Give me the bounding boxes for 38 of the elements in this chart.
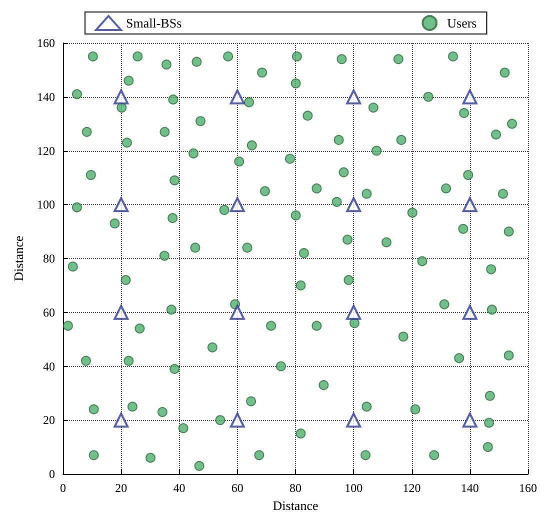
legend-label: Small-BSs	[126, 16, 182, 30]
x-tick-label: 160	[519, 481, 537, 495]
y-tick-label: 120	[37, 144, 55, 158]
point	[462, 412, 478, 428]
y-tick-label: 40	[43, 359, 55, 374]
y-tick-label: 160	[37, 36, 55, 50]
y-axis-title: Distance	[11, 236, 26, 282]
x-tick-label: 20	[115, 481, 128, 495]
point	[230, 304, 245, 320]
x-tick-label: 0	[60, 481, 66, 495]
y-tick-label: 60	[43, 305, 55, 320]
point	[230, 412, 245, 428]
point	[462, 89, 478, 104]
point	[114, 412, 129, 428]
point	[346, 197, 362, 212]
y-tick-label: 140	[37, 90, 55, 104]
legend-label: Users	[447, 16, 477, 30]
point	[462, 304, 478, 320]
point	[230, 89, 245, 104]
x-tick-label: 60	[231, 481, 244, 495]
point	[346, 89, 362, 104]
point	[462, 197, 478, 212]
x-tick-label: 120	[402, 481, 421, 495]
y-tick-label: 100	[37, 198, 55, 212]
point	[346, 304, 362, 320]
x-tick-label: 100	[344, 481, 363, 495]
point	[230, 197, 245, 212]
point	[114, 197, 129, 212]
x-tick-label: 40	[173, 481, 186, 495]
x-tick-label: 80	[290, 481, 302, 495]
x-axis-title: Distance	[272, 498, 318, 513]
y-tick-label: 80	[43, 252, 55, 266]
x-tick-label: 140	[460, 481, 479, 495]
point	[114, 89, 129, 104]
point	[114, 304, 129, 320]
point	[346, 412, 362, 428]
y-tick-label: 20	[43, 413, 55, 428]
y-tick-label: 0	[49, 467, 55, 481]
